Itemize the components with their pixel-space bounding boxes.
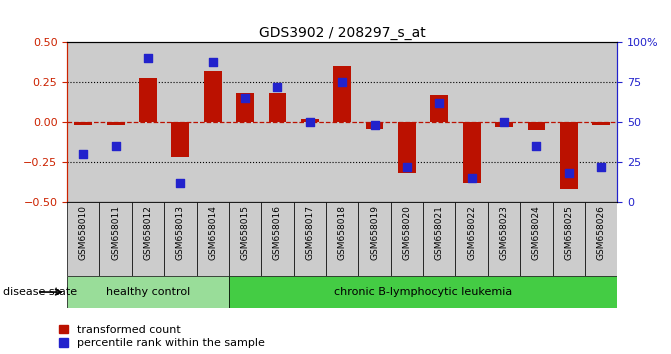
- Bar: [398, 122, 416, 173]
- Text: GSM658026: GSM658026: [597, 205, 606, 261]
- Bar: [358, 202, 391, 276]
- Text: GSM658018: GSM658018: [338, 205, 347, 261]
- Bar: [366, 122, 384, 129]
- Bar: [553, 42, 585, 202]
- Title: GDS3902 / 208297_s_at: GDS3902 / 208297_s_at: [259, 26, 425, 40]
- Legend: transformed count, percentile rank within the sample: transformed count, percentile rank withi…: [59, 325, 265, 348]
- Text: healthy control: healthy control: [106, 287, 190, 297]
- Text: GSM658016: GSM658016: [273, 205, 282, 261]
- Bar: [164, 42, 197, 202]
- Text: GSM658012: GSM658012: [144, 205, 152, 261]
- Bar: [197, 42, 229, 202]
- Bar: [99, 202, 132, 276]
- Point: [499, 119, 509, 125]
- Text: chronic B-lymphocytic leukemia: chronic B-lymphocytic leukemia: [334, 287, 512, 297]
- Bar: [139, 78, 157, 122]
- Bar: [527, 122, 546, 130]
- Point: [175, 180, 186, 185]
- Bar: [294, 202, 326, 276]
- Point: [564, 170, 574, 176]
- Bar: [488, 202, 520, 276]
- Text: GSM658015: GSM658015: [241, 205, 250, 261]
- Text: GSM658023: GSM658023: [499, 205, 509, 261]
- Bar: [229, 42, 261, 202]
- Text: GSM658010: GSM658010: [79, 205, 88, 261]
- Bar: [553, 202, 585, 276]
- Point: [78, 151, 89, 157]
- Bar: [132, 42, 164, 202]
- Point: [337, 80, 348, 85]
- Bar: [229, 276, 617, 308]
- Point: [434, 100, 445, 106]
- Point: [143, 56, 154, 61]
- Bar: [423, 42, 456, 202]
- Point: [401, 164, 412, 170]
- Point: [272, 84, 283, 90]
- Text: GSM658022: GSM658022: [467, 205, 476, 260]
- Bar: [67, 42, 99, 202]
- Bar: [456, 42, 488, 202]
- Point: [305, 119, 315, 125]
- Bar: [456, 202, 488, 276]
- Bar: [423, 202, 456, 276]
- Bar: [391, 202, 423, 276]
- Bar: [67, 202, 99, 276]
- Point: [369, 122, 380, 128]
- Bar: [236, 93, 254, 122]
- Bar: [132, 202, 164, 276]
- Text: GSM658017: GSM658017: [305, 205, 314, 261]
- Bar: [520, 202, 553, 276]
- Bar: [74, 122, 92, 125]
- Text: GSM658020: GSM658020: [403, 205, 411, 261]
- Bar: [430, 95, 448, 122]
- Point: [207, 59, 218, 64]
- Bar: [197, 202, 229, 276]
- Text: GSM658011: GSM658011: [111, 205, 120, 261]
- Bar: [268, 93, 287, 122]
- Point: [596, 164, 607, 170]
- Bar: [294, 42, 326, 202]
- Bar: [333, 67, 351, 122]
- Text: GSM658021: GSM658021: [435, 205, 444, 261]
- Bar: [463, 122, 480, 183]
- Text: GSM658019: GSM658019: [370, 205, 379, 261]
- Bar: [301, 119, 319, 122]
- Bar: [585, 202, 617, 276]
- Text: GSM658013: GSM658013: [176, 205, 185, 261]
- Bar: [560, 122, 578, 189]
- Text: GSM658024: GSM658024: [532, 205, 541, 260]
- Bar: [592, 122, 610, 125]
- Bar: [261, 42, 294, 202]
- Bar: [326, 202, 358, 276]
- Point: [110, 143, 121, 149]
- Bar: [495, 122, 513, 127]
- Text: GSM658025: GSM658025: [564, 205, 573, 261]
- Bar: [229, 202, 261, 276]
- Bar: [204, 71, 221, 122]
- Point: [240, 95, 250, 101]
- Bar: [520, 42, 553, 202]
- Point: [466, 175, 477, 181]
- Text: disease state: disease state: [3, 287, 77, 297]
- Bar: [67, 276, 229, 308]
- Bar: [326, 42, 358, 202]
- Bar: [585, 42, 617, 202]
- Bar: [107, 122, 125, 125]
- Text: GSM658014: GSM658014: [208, 205, 217, 261]
- Bar: [99, 42, 132, 202]
- Bar: [172, 122, 189, 157]
- Point: [531, 143, 541, 149]
- Bar: [391, 42, 423, 202]
- Bar: [358, 42, 391, 202]
- Bar: [261, 202, 294, 276]
- Bar: [164, 202, 197, 276]
- Bar: [488, 42, 520, 202]
